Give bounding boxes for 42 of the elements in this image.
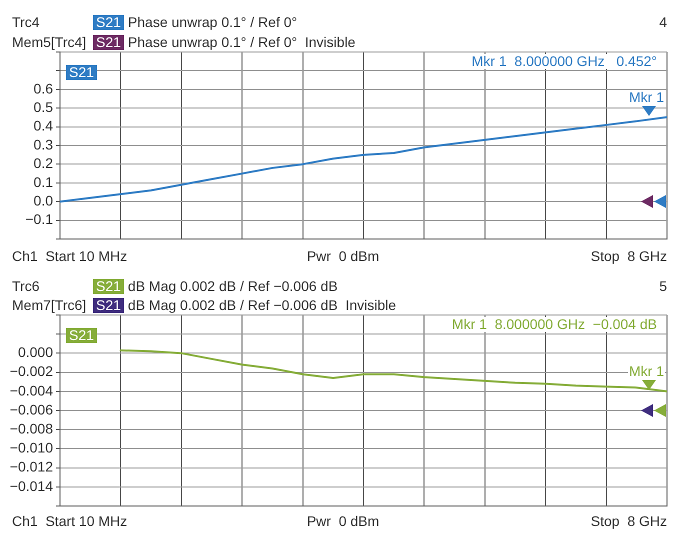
text: Trc4 xyxy=(12,14,40,30)
text: Ch1 Start 10 MHz xyxy=(12,512,128,530)
y-tick-label: −0.008 xyxy=(10,420,54,436)
text: Stop 8 GHz xyxy=(590,247,667,265)
y-tick-label: 0.2 xyxy=(34,155,54,172)
y-tick-label: −0.012 xyxy=(10,458,54,475)
annotation: Mkr 1 xyxy=(628,363,665,380)
y-tick-label: 0.3 xyxy=(34,136,54,152)
y-tick-label: −0.002 xyxy=(10,363,54,380)
text: dB Mag 0.002 dB / Ref −0.006 dB Invisible xyxy=(128,297,396,313)
text: Phase unwrap 0.1° / Ref 0° Invisible xyxy=(128,34,356,50)
y-tick-label: −0.010 xyxy=(10,440,54,456)
text: Mem7[Trc6] xyxy=(12,297,88,313)
text: S21 xyxy=(66,64,97,80)
text: Pwr 0 dBm xyxy=(306,247,380,265)
text: Stop 8 GHz xyxy=(590,512,667,530)
annotation: Mkr 1 8.000000 GHz 0.452° xyxy=(470,53,659,69)
text: Ch1 Start 10 MHz xyxy=(12,247,128,265)
y-tick-label: 0.000 xyxy=(18,344,54,360)
text: S21 xyxy=(93,34,124,50)
text: Trc6 xyxy=(12,278,40,294)
text: S21 xyxy=(93,278,124,294)
text: S21 xyxy=(93,14,124,30)
y-tick-label: 0.0 xyxy=(34,192,54,208)
y-tick-label: −0.004 xyxy=(10,382,54,398)
y-tick-label: 0.6 xyxy=(34,80,54,96)
y-tick-label: −0.006 xyxy=(10,401,54,418)
annotation: Mkr 1 xyxy=(628,89,665,106)
text: 4 xyxy=(659,13,667,31)
y-tick-label: 0.4 xyxy=(34,118,54,134)
y-tick-label: −0.014 xyxy=(10,478,54,494)
y-tick-label: 0.5 xyxy=(34,98,54,115)
text: dB Mag 0.002 dB / Ref −0.006 dB xyxy=(128,278,338,294)
annotation: Mkr 1 8.000000 GHz −0.004 dB xyxy=(450,316,659,332)
y-tick-label: −0.1 xyxy=(25,211,54,228)
y-tick-label: 0.1 xyxy=(34,174,54,190)
series-label: S21 xyxy=(66,327,97,343)
text: 5 xyxy=(659,277,667,295)
text: S21 xyxy=(93,296,124,312)
text: Phase unwrap 0.1° / Ref 0° xyxy=(128,14,298,30)
text: Mem5[Trc4] xyxy=(12,34,88,50)
text: Pwr 0 dBm xyxy=(306,512,380,530)
